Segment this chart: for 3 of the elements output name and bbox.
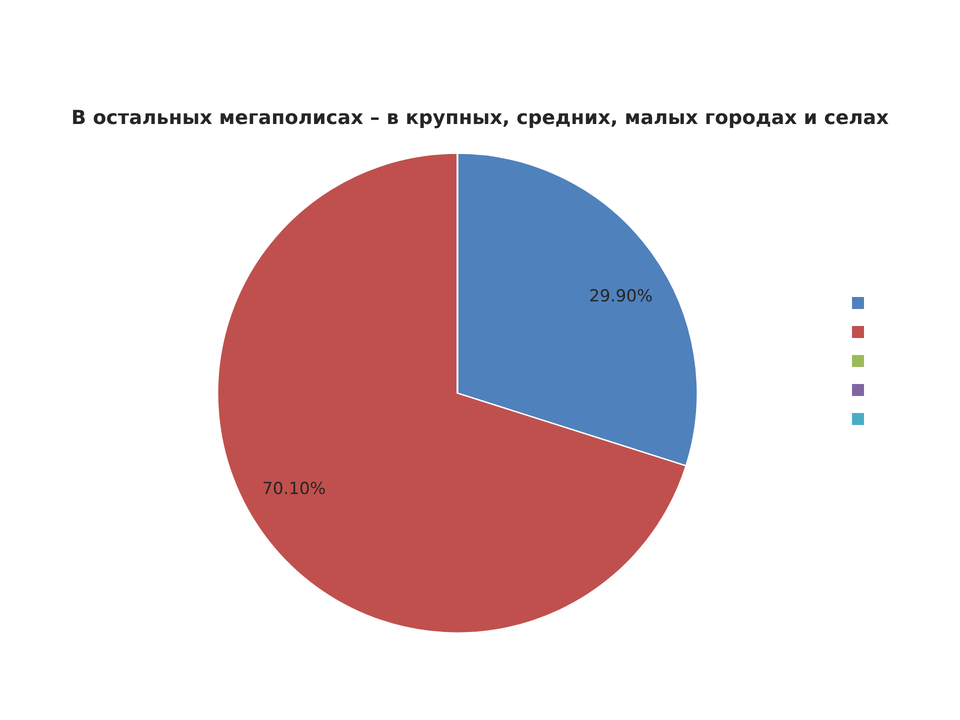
data-label: 29.90%	[590, 289, 652, 302]
chart-title: В остальных мегаполисах – в крупных, средних, малых городах и селах	[73, 110, 888, 128]
data-label: 70.10%	[264, 482, 325, 494]
